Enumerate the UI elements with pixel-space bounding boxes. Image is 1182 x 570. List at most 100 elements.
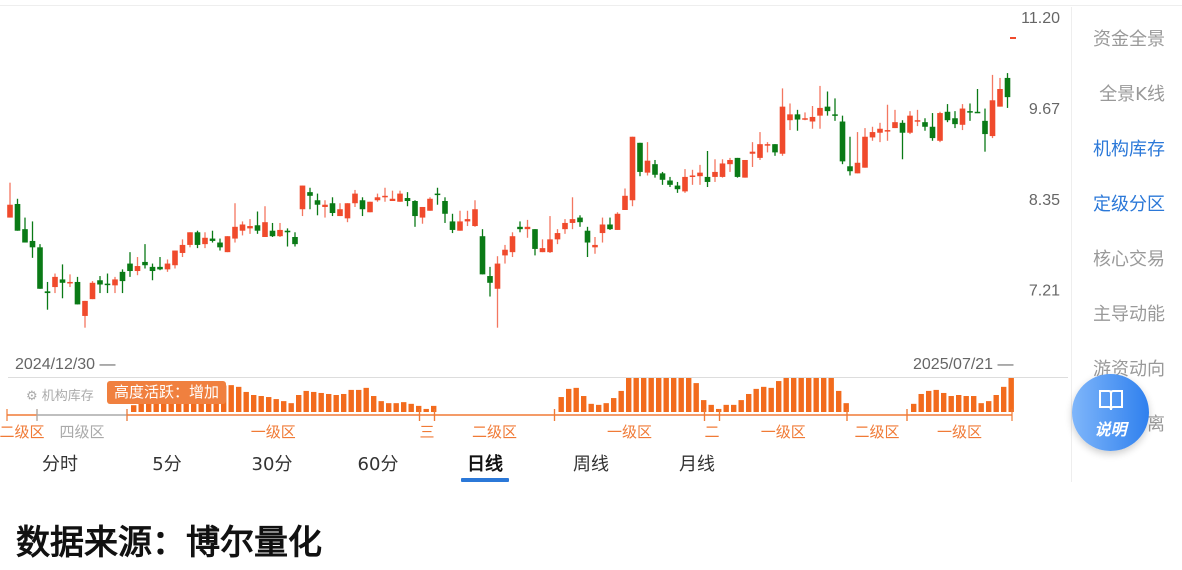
candle bbox=[389, 190, 396, 201]
zone-segment[interactable]: 二级区 bbox=[433, 409, 556, 441]
candle-body bbox=[7, 204, 13, 218]
candle-body bbox=[854, 162, 861, 174]
sidebar-item[interactable]: 资金全景 bbox=[1093, 29, 1165, 50]
candle bbox=[817, 85, 823, 129]
candle bbox=[697, 164, 703, 185]
candle-body bbox=[899, 122, 906, 133]
zone-segment[interactable]: 一级区 bbox=[906, 409, 1013, 441]
candle bbox=[404, 192, 411, 207]
data-source-footer: 数据来源：博尔量化 bbox=[16, 523, 322, 563]
candle bbox=[854, 132, 861, 174]
sidebar-item[interactable]: 主导动能 bbox=[1093, 304, 1165, 325]
candle-body bbox=[562, 222, 568, 230]
zone-label: 二 bbox=[704, 423, 719, 441]
zone-segment[interactable]: 三 bbox=[418, 409, 436, 441]
sidebar-item[interactable]: 定级分区 bbox=[1093, 194, 1165, 215]
zone-segment[interactable]: 二级区 bbox=[846, 409, 908, 441]
zone-label: 三 bbox=[419, 423, 434, 441]
activity-bar bbox=[723, 404, 729, 412]
activity-bar bbox=[386, 403, 392, 412]
sidebar-item[interactable]: 离 bbox=[1147, 414, 1165, 435]
candle-body bbox=[307, 192, 313, 196]
tab-2[interactable]: 30分 bbox=[251, 454, 293, 475]
candle bbox=[884, 104, 891, 141]
candle bbox=[974, 89, 981, 114]
candle-body bbox=[719, 163, 726, 177]
zone-segment[interactable]: 一级区 bbox=[718, 409, 848, 441]
candle bbox=[97, 276, 103, 294]
candle bbox=[82, 300, 88, 328]
zone-segment[interactable]: 一级区 bbox=[553, 409, 706, 441]
activity-bar bbox=[933, 389, 939, 412]
candle bbox=[262, 206, 268, 237]
candle-body bbox=[89, 282, 96, 300]
candle-body bbox=[382, 195, 388, 198]
sidebar-item[interactable]: 核心交易 bbox=[1093, 249, 1165, 270]
help-button[interactable]: 说明 bbox=[1072, 374, 1149, 451]
candle bbox=[284, 228, 291, 247]
candle bbox=[742, 159, 748, 178]
candle bbox=[712, 159, 718, 182]
zone-segment[interactable]: 一级区 bbox=[126, 409, 421, 441]
candle-body bbox=[652, 164, 658, 175]
activity-bar bbox=[656, 378, 662, 412]
zone-segment[interactable]: 四级区 bbox=[36, 409, 128, 441]
activity-bar bbox=[731, 404, 737, 412]
candle bbox=[329, 197, 336, 217]
candle-body bbox=[97, 280, 103, 285]
candle-body bbox=[539, 248, 546, 253]
tab-1[interactable]: 5分 bbox=[152, 454, 182, 475]
tab-3[interactable]: 60分 bbox=[357, 454, 399, 475]
candle-body bbox=[457, 221, 463, 231]
activity-bar bbox=[618, 390, 624, 412]
candle-body bbox=[802, 118, 808, 120]
candle-body bbox=[937, 113, 943, 141]
kline-chart[interactable]: 11.209.678.357.21 二级区 四级区 一级区三二级区 一级区二一级区 二级… bbox=[0, 0, 1070, 445]
tab-5[interactable]: 周线 bbox=[573, 454, 609, 475]
candle bbox=[487, 266, 493, 297]
candle bbox=[644, 142, 651, 176]
tab-6[interactable]: 月线 bbox=[679, 454, 715, 475]
activity-bar bbox=[318, 392, 324, 412]
activity-bar bbox=[558, 397, 564, 412]
sidebar-item[interactable]: 机构库存 bbox=[1093, 139, 1165, 160]
candle-body bbox=[764, 144, 771, 146]
candle-body bbox=[832, 114, 838, 116]
candle bbox=[667, 176, 673, 188]
activity-bar bbox=[611, 398, 617, 412]
candle-body bbox=[434, 193, 441, 196]
activity-bar bbox=[131, 405, 137, 412]
candle bbox=[89, 281, 96, 300]
tab-4[interactable]: 日线 bbox=[467, 454, 503, 475]
candle bbox=[172, 250, 178, 269]
candle bbox=[247, 219, 253, 234]
candle bbox=[689, 169, 696, 185]
candle bbox=[412, 200, 418, 227]
top-divider bbox=[0, 5, 1182, 6]
activity-bar bbox=[596, 404, 602, 412]
candle-body bbox=[14, 203, 21, 231]
zone-segment[interactable]: 二级区 bbox=[0, 409, 45, 441]
sidebar-item[interactable]: 全景K线 bbox=[1099, 84, 1165, 105]
candle-body bbox=[869, 132, 876, 138]
zone-segment[interactable]: 二 bbox=[703, 409, 721, 441]
activity-bar bbox=[821, 378, 827, 412]
candle-body bbox=[712, 171, 718, 177]
tab-0[interactable]: 分时 bbox=[42, 454, 78, 475]
candle-body bbox=[52, 276, 58, 288]
candle bbox=[179, 239, 186, 258]
candle-body bbox=[599, 224, 606, 234]
activity-bar bbox=[693, 383, 699, 412]
activity-bar bbox=[258, 396, 264, 412]
candle-body bbox=[704, 176, 711, 182]
candle bbox=[299, 185, 306, 217]
candle bbox=[802, 112, 808, 121]
zone-label: 一级区 bbox=[937, 423, 982, 441]
candle bbox=[44, 281, 51, 310]
candle-body bbox=[682, 176, 688, 192]
candle bbox=[682, 169, 688, 193]
candle bbox=[112, 276, 118, 294]
candle-body bbox=[667, 180, 673, 185]
activity-bar bbox=[296, 395, 302, 412]
candle-body bbox=[247, 226, 253, 229]
